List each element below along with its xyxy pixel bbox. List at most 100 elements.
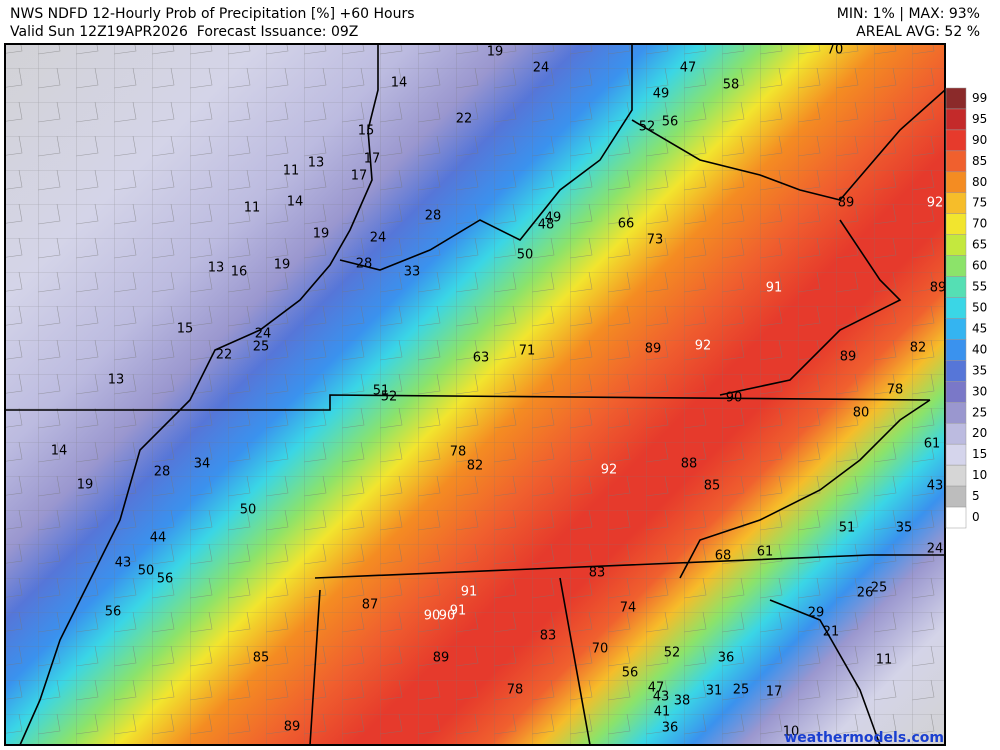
pop-label: 89 <box>284 720 301 735</box>
pop-label: 19 <box>487 45 504 60</box>
pop-label: 25 <box>871 581 888 596</box>
pop-label: 56 <box>157 572 174 587</box>
pop-label: 13 <box>308 156 325 171</box>
pop-label: 11 <box>283 164 300 179</box>
pop-label: 28 <box>356 257 373 272</box>
pop-label: 92 <box>601 463 618 478</box>
pop-label: 52 <box>639 120 656 135</box>
legend-swatch <box>945 506 967 529</box>
pop-label: 52 <box>664 646 681 661</box>
legend-label: 55 <box>972 280 987 294</box>
areal-avg: AREAL AVG: 52 % <box>856 24 980 40</box>
pop-label: 29 <box>808 606 825 621</box>
pop-label: 89 <box>838 196 855 211</box>
pop-label: 19 <box>274 258 291 273</box>
legend-swatch <box>945 192 967 214</box>
legend-label: 90 <box>972 133 987 147</box>
legend-label: 40 <box>972 342 987 356</box>
pop-label: 14 <box>51 444 68 459</box>
legend-label: 25 <box>972 405 987 419</box>
pop-label: 11 <box>876 653 893 668</box>
pop-label: 35 <box>896 521 913 536</box>
legend-swatch <box>945 171 967 194</box>
pop-label: 56 <box>662 115 679 130</box>
county-lines <box>5 44 945 745</box>
subtitle: Valid Sun 12Z19APR2026 Forecast Issuance… <box>10 24 358 40</box>
legend-swatch <box>945 150 967 173</box>
pop-label: 50 <box>138 564 155 579</box>
pop-label: 22 <box>216 348 233 363</box>
legend-swatch <box>945 381 967 403</box>
legend-swatch <box>945 402 967 424</box>
pop-label: 70 <box>592 642 609 657</box>
legend-swatch <box>945 255 967 277</box>
pop-label: 26 <box>857 586 874 601</box>
legend-swatch <box>945 443 967 466</box>
legend-label: 65 <box>972 238 987 252</box>
pop-label: 15 <box>358 124 375 139</box>
pop-label: 89 <box>433 651 450 666</box>
legend-swatch <box>945 234 967 256</box>
pop-label: 85 <box>704 479 721 494</box>
title: NWS NDFD 12-Hourly Prob of Precipitation… <box>10 6 415 22</box>
pop-label: 91 <box>461 585 478 600</box>
legend-label: 70 <box>972 217 987 231</box>
legend-swatch <box>945 87 967 110</box>
legend-label: 99 <box>972 91 987 105</box>
pop-label: 51 <box>373 384 390 399</box>
pop-label: 58 <box>723 78 740 93</box>
pop-label: 82 <box>467 459 484 474</box>
pop-label: 56 <box>105 605 122 620</box>
pop-label: 13 <box>108 373 125 388</box>
pop-label: 34 <box>194 457 211 472</box>
pop-label: 51 <box>839 521 856 536</box>
legend-swatch <box>945 276 967 298</box>
legend-swatch <box>945 213 967 235</box>
pop-label: 63 <box>473 351 490 366</box>
pop-label: 43 <box>653 690 670 705</box>
pop-label: 47 <box>648 681 665 696</box>
legend-label: 5 <box>972 489 980 503</box>
pop-label: 61 <box>924 437 941 452</box>
pop-label: 14 <box>287 195 304 210</box>
pop-label: 17 <box>766 685 783 700</box>
min-max: MIN: 1% | MAX: 93% <box>837 6 980 22</box>
pop-label: 28 <box>154 465 171 480</box>
pop-label: 90 <box>424 609 441 624</box>
pop-label: 31 <box>706 684 723 699</box>
pop-label: 74 <box>620 601 637 616</box>
pop-label: 91 <box>766 281 783 296</box>
pop-label: 78 <box>507 683 524 698</box>
pop-label: 49 <box>545 211 562 226</box>
pop-label: 48 <box>538 218 555 233</box>
pop-label: 17 <box>351 169 368 184</box>
legend-label: 95 <box>972 112 987 126</box>
pop-label: 24 <box>927 542 944 557</box>
pop-label: 15 <box>177 322 194 337</box>
pop-label: 28 <box>425 209 442 224</box>
legend-label: 45 <box>972 321 987 335</box>
pop-label: 24 <box>533 61 550 76</box>
pop-label: 87 <box>362 598 379 613</box>
pop-label: 91 <box>450 604 467 619</box>
pop-label: 36 <box>662 721 679 736</box>
pop-label: 24 <box>255 327 272 342</box>
legend-swatch <box>945 360 967 382</box>
pop-label: 50 <box>517 248 534 263</box>
pop-label: 73 <box>647 233 664 248</box>
pop-label: 92 <box>695 339 712 354</box>
credit: weathermodels.com <box>784 730 944 746</box>
pop-label: 83 <box>589 566 606 581</box>
legend-swatch <box>945 108 967 131</box>
legend-label: 60 <box>972 259 987 273</box>
state-borders <box>5 44 946 746</box>
pop-label: 36 <box>718 651 735 666</box>
pop-label: 61 <box>757 545 774 560</box>
legend-label: 0 <box>972 510 980 524</box>
legend-label: 85 <box>972 154 987 168</box>
pop-label: 50 <box>240 503 257 518</box>
legend-label: 20 <box>972 426 987 440</box>
pop-label: 89 <box>840 350 857 365</box>
